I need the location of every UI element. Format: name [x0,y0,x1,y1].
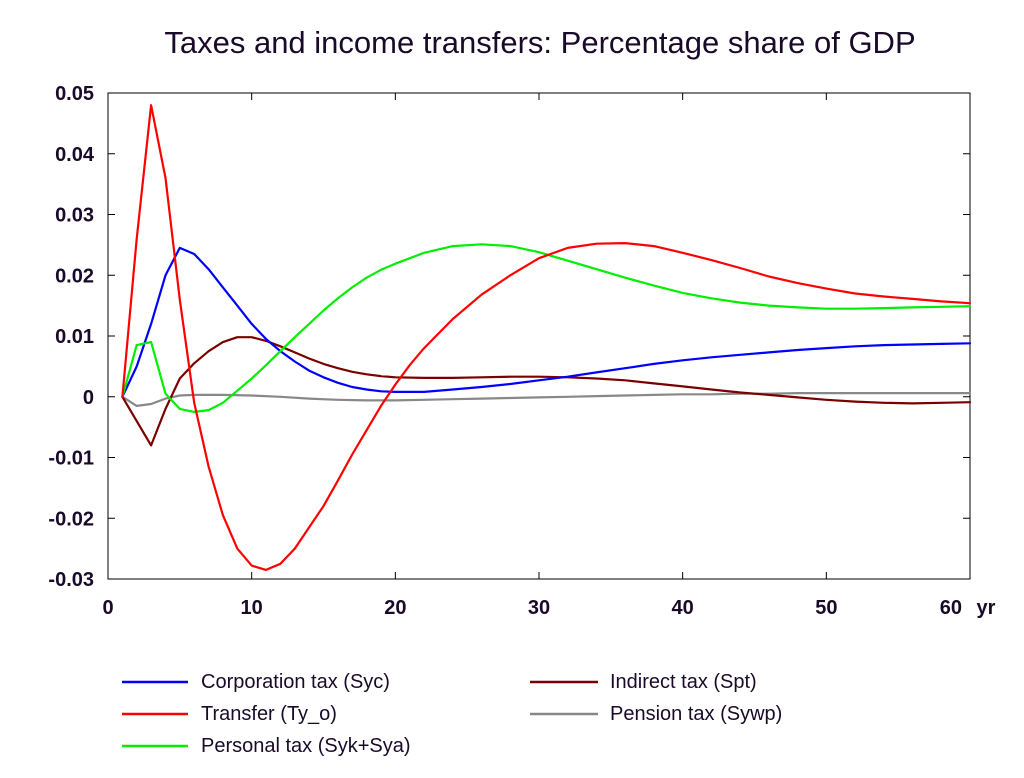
legend-label: Transfer (Ty_o) [201,703,337,725]
legend-label: Pension tax (Sywp) [610,703,782,725]
chart-title: Taxes and income transfers: Percentage s… [164,25,915,60]
series-line-2 [121,243,972,413]
y-tick-label: 0.03 [55,205,94,227]
x-tick-label: 10 [241,597,263,619]
x-axis-unit-label: yr [977,597,996,619]
legend-label: Personal tax (Syk+Sya) [201,735,411,757]
series-line-4 [121,392,972,407]
x-tick-label: 30 [528,597,550,619]
legend-label: Indirect tax (Spt) [610,671,757,693]
x-tick-label: 20 [384,597,406,619]
series-line-0 [121,246,972,398]
y-tick-label: -0.01 [48,448,94,470]
y-tick-label: 0.01 [55,326,94,348]
y-tick-label: -0.02 [48,508,94,530]
x-tick-label: 50 [815,597,837,619]
series-line-1 [121,104,972,572]
x-tick-label: 40 [672,597,694,619]
x-axis-ticks: 0 10 20 30 40 50 60 yr [102,93,996,619]
y-tick-label: -0.03 [48,569,94,591]
y-tick-label: 0.04 [55,144,95,166]
y-tick-label: 0.02 [55,265,94,287]
y-tick-label: 0 [83,387,94,409]
x-tick-label: 60 [940,597,962,619]
legend: Corporation tax (Syc) Transfer (Ty_o) Pers… [122,671,782,757]
legend-label: Corporation tax (Syc) [201,671,390,693]
y-tick-label: 0.05 [55,83,94,105]
x-tick-label: 0 [102,597,113,619]
series-lines [121,104,972,572]
plot-area-border [107,92,971,580]
y-axis-ticks: -0.03 -0.02 -0.01 0 0.01 0.02 0.03 0.04 0.05 [48,83,970,591]
series-line-3 [121,336,972,447]
plot-frame [107,92,971,580]
